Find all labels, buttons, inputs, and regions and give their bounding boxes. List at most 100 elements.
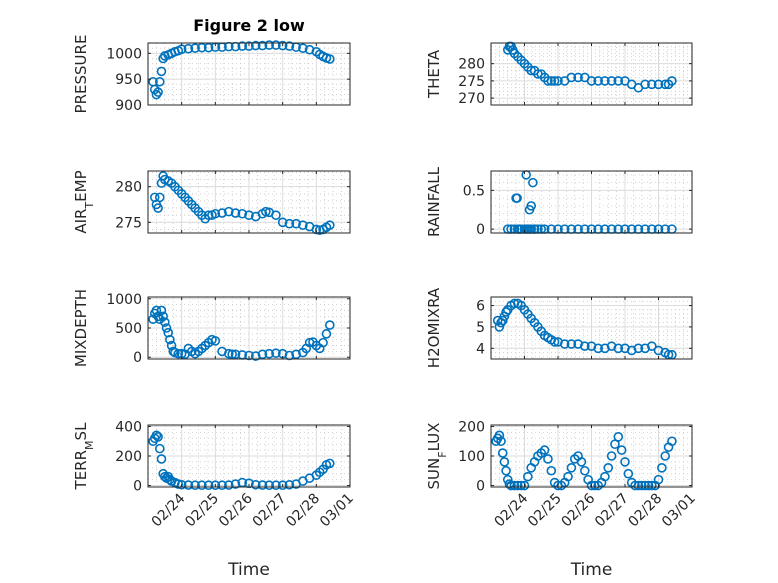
data-point [324,458,335,469]
data-point [613,432,624,442]
y-tick-label: 1000 [106,292,142,308]
data-point [324,54,335,64]
y-axis-label: AIRTEMP [72,170,96,233]
data-point [156,66,167,77]
y-tick-label: 900 [115,98,142,114]
data-point [190,43,200,53]
data-point [579,465,590,476]
data-point [154,192,165,203]
y-tick-label: 500 [115,321,142,337]
x-tick-label: 03/01 [659,491,699,531]
x-tick-label: 02/25 [525,491,565,531]
data-point [244,210,254,220]
data-point [667,76,677,86]
data-point [549,337,560,347]
data-point [284,41,295,51]
x-tick-label: 02/24 [491,490,531,530]
data-point [153,203,163,213]
y-tick-label: 4 [476,341,485,357]
y-axis-label: H2OMIXRA [425,287,443,368]
data-point [151,305,162,316]
data-point [566,72,577,83]
data-point [156,454,167,464]
data-point [512,193,522,203]
data-point [250,351,261,361]
data-point [156,305,167,316]
data-point [151,430,162,441]
y-tick-label: 0 [476,222,485,238]
data-point [190,480,200,491]
x-tick-label: 02/27 [592,491,632,531]
data-point [633,480,644,491]
data-point [593,76,604,86]
data-point [630,480,640,491]
y-tick-label: 0 [133,479,142,495]
data-point [539,445,550,455]
data-point [210,336,221,346]
data-point [224,480,234,490]
data-point [633,343,644,354]
data-point [230,479,241,489]
data-point [154,443,165,454]
data-point [264,40,275,50]
x-tick-label: 02/27 [250,491,290,531]
data-point [616,445,627,455]
y-axis-label: THETA [425,49,443,99]
y-tick-label: 6 [476,299,485,315]
data-point [237,41,248,51]
panel-air_temp: 275 280 AIRTEMP [72,170,351,235]
data-point [526,201,537,211]
data-point [165,334,175,345]
data-point [161,323,172,333]
x-axis-label: Time [227,560,270,580]
data-point [519,480,530,491]
data-point [646,79,657,90]
data-point [160,317,170,327]
data-point [298,43,308,53]
data-point [230,349,241,360]
data-point [606,451,617,461]
data-point [244,41,254,51]
data-point [203,42,214,53]
data-point [173,348,184,359]
x-tick-label: 02/24 [149,490,189,530]
data-point [586,480,597,491]
data-point [197,480,207,491]
data-point [646,480,657,491]
panel-h2omixra: 4 5 6 H2OMIXRA [425,287,693,368]
data-point [546,465,557,476]
data-point [250,40,261,51]
data-point [284,479,295,490]
data-point [546,76,557,86]
y-tick-label: 0.5 [463,183,485,199]
y-axis-label: MIXDEPTH [72,289,90,367]
data-point [277,480,288,491]
y-tick-label: 0 [476,479,485,495]
data-point [623,468,634,479]
data-point [600,471,610,482]
y-tick-label: 100 [458,449,485,465]
panel-rainfall: 0 0.5 RAINFALL [425,166,693,238]
data-point [600,76,610,86]
data-point [277,217,288,228]
y-axis-label: TERRMSL [72,422,96,491]
panel-pressure: 900 950 1000 PRESSURE Figure 2 low [72,16,351,114]
data-point [271,210,281,220]
data-point [643,480,654,491]
data-point [257,480,268,490]
x-tick-label: 02/28 [625,491,665,531]
y-tick-label: 270 [458,91,485,107]
y-tick-label: 200 [458,419,485,435]
data-point [613,343,624,354]
data-point [657,463,667,473]
data-point [579,341,590,351]
data-point [566,339,577,349]
data-point [494,430,505,441]
data-point [217,208,227,218]
data-point [640,79,650,90]
y-tick-label: 400 [115,419,142,435]
y-tick-label: 5 [476,320,485,336]
data-point [257,40,268,51]
data-point [497,448,508,458]
